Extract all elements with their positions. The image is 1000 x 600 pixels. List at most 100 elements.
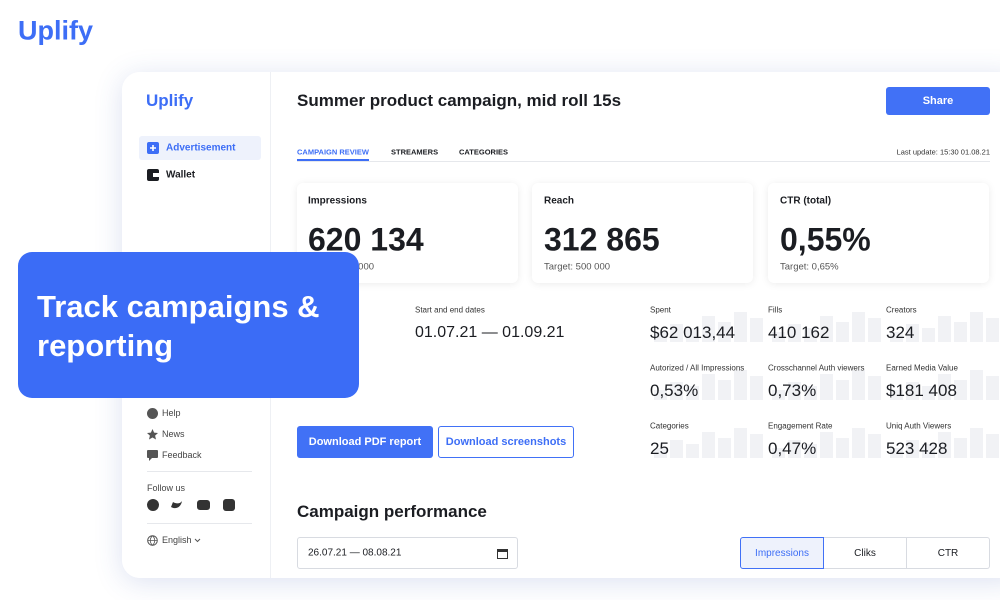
decor-bar <box>788 440 801 458</box>
decor-bar <box>686 328 699 342</box>
decor-bar <box>654 390 667 400</box>
tab[interactable]: CAMPAIGN REVIEW <box>297 147 369 157</box>
decor-bar <box>868 376 881 400</box>
download-screenshots[interactable]: Download screenshots <box>438 426 574 458</box>
dates-label: Start and end dates <box>415 305 485 315</box>
brand-logo[interactable]: Uplify <box>18 15 94 46</box>
decor-bar <box>970 312 983 342</box>
date-range: 26.07.21 — 08.08.21 <box>308 547 402 559</box>
nav-item[interactable]: Wallet <box>166 169 196 181</box>
decor-bar <box>750 434 763 458</box>
kpi-card <box>768 183 989 283</box>
kpi-label: Impressions <box>308 195 367 207</box>
decor-bar <box>890 448 903 458</box>
social-icons[interactable] <box>147 499 239 511</box>
sparkline-decor <box>654 308 763 342</box>
metric-value: 0,47% <box>768 439 817 458</box>
banner-text: Track campaigns & <box>37 289 320 324</box>
kpi-target: Target: 500 000 <box>544 261 611 273</box>
metric-value: $62 013,44 <box>650 323 736 342</box>
decor-bar <box>938 432 951 458</box>
decor-bar <box>922 444 935 458</box>
divider <box>147 523 252 524</box>
sparkline-decor <box>890 424 999 458</box>
decor-bar <box>788 324 801 342</box>
decor-bar <box>852 312 865 342</box>
decor-bar <box>788 382 801 400</box>
banner <box>18 252 359 398</box>
decor-bar <box>804 386 817 400</box>
decor-bar <box>906 440 919 458</box>
section-title: Campaign performance <box>297 502 487 521</box>
side-link[interactable]: Help <box>162 408 181 418</box>
tab-underline <box>297 159 369 161</box>
decor-bar <box>954 380 967 400</box>
metric-value: 410 162 <box>768 323 830 342</box>
sidebar-logo[interactable]: Uplify <box>146 91 194 110</box>
icon-globe <box>147 535 158 546</box>
kpi-card <box>532 183 753 283</box>
decor-bar <box>734 370 747 400</box>
metric-value: 523 428 <box>886 439 948 458</box>
icon-feedback <box>147 450 158 461</box>
decor-bar <box>804 444 817 458</box>
decor-bar <box>906 382 919 400</box>
decor-bar <box>686 444 699 458</box>
tab[interactable]: STREAMERS <box>391 147 439 157</box>
kpi-value: 620 134 <box>308 221 424 258</box>
metric-value: 0,53% <box>650 381 699 400</box>
decor-bar <box>868 434 881 458</box>
decor-bar <box>702 316 715 342</box>
date-input[interactable] <box>297 537 518 569</box>
toggle[interactable]: CTR <box>907 537 990 569</box>
sparkline-decor <box>890 366 999 400</box>
toggle[interactable]: Impressions <box>740 537 824 569</box>
tab[interactable]: CATEGORIES <box>459 147 509 157</box>
metric-value: 324 <box>886 323 915 342</box>
nav-item[interactable]: Advertisement <box>166 142 236 154</box>
decor-bar <box>836 322 849 342</box>
decor-bar <box>954 322 967 342</box>
decor-bar <box>702 432 715 458</box>
campaign-title: Summer product campaign, mid roll 15s <box>297 91 622 110</box>
side-link[interactable]: Feedback <box>162 450 202 460</box>
decor-bar <box>820 432 833 458</box>
decor-bar <box>772 332 785 342</box>
decor-bar <box>954 438 967 458</box>
icon-calendar[interactable] <box>497 548 508 559</box>
sparkline-decor <box>890 308 999 342</box>
decor-bar <box>986 376 999 400</box>
side-link[interactable]: News <box>162 429 185 439</box>
decor-bar <box>970 370 983 400</box>
decor-bar <box>772 390 785 400</box>
decor-bar <box>922 386 935 400</box>
decor-bar <box>734 428 747 458</box>
icon-news <box>147 429 158 440</box>
kpi-value: 312 865 <box>544 221 660 258</box>
decor-bar <box>890 332 903 342</box>
decor-bar <box>670 440 683 458</box>
decor-bar <box>890 390 903 400</box>
banner-text: reporting <box>37 328 174 363</box>
metric-label: Spent <box>650 305 671 315</box>
metric-value: 25 <box>650 439 669 458</box>
decor-bar <box>836 438 849 458</box>
language[interactable]: English <box>162 535 192 545</box>
kpi-label: CTR (total) <box>780 195 832 207</box>
decor-bar <box>970 428 983 458</box>
decor-bar <box>938 316 951 342</box>
decor-bar <box>750 318 763 342</box>
decor-bar <box>670 382 683 400</box>
tab-border <box>297 161 990 162</box>
decor-bar <box>670 324 683 342</box>
toggle[interactable]: Cliks <box>824 537 907 569</box>
metric-label: Autorized / All Impressions <box>650 363 745 373</box>
decor-bar <box>852 428 865 458</box>
share-button[interactable]: Share <box>886 87 990 115</box>
download-pdf[interactable]: Download PDF report <box>297 426 433 458</box>
metric-label: Fills <box>768 305 783 315</box>
divider <box>147 471 252 472</box>
icon-wallet <box>147 169 159 181</box>
decor-bar <box>820 374 833 400</box>
